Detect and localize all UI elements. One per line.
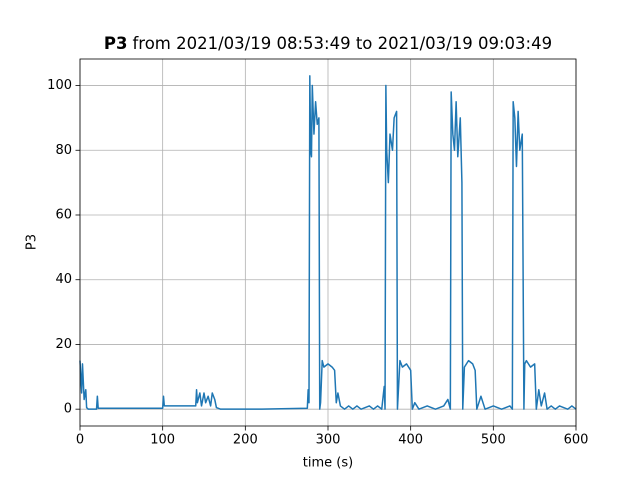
x-tick-label: 300 bbox=[316, 433, 341, 448]
x-tick-label: 200 bbox=[233, 433, 258, 448]
x-axis-label: time (s) bbox=[303, 456, 353, 471]
y-tick-label: 0 bbox=[64, 402, 72, 417]
y-tick-label: 20 bbox=[55, 337, 72, 352]
title-text: from 2021/03/19 08:53:49 to 2021/03/19 0… bbox=[132, 34, 552, 53]
x-tick-label: 100 bbox=[150, 433, 175, 448]
y-axis-label: P3 bbox=[25, 234, 40, 250]
y-tick-label: 80 bbox=[55, 143, 72, 158]
x-tick-label: 400 bbox=[398, 433, 423, 448]
y-tick-label: 60 bbox=[55, 207, 72, 222]
x-tick-label: 600 bbox=[564, 433, 589, 448]
y-tick-label: 100 bbox=[47, 78, 72, 93]
chart-title: P3 from 2021/03/19 08:53:49 to 2021/03/19… bbox=[104, 34, 552, 53]
x-tick-label: 0 bbox=[76, 433, 84, 448]
y-tick-label: 40 bbox=[55, 272, 72, 287]
data-line bbox=[79, 75, 577, 410]
title-prefix: P3 bbox=[104, 34, 128, 53]
x-tick-label: 500 bbox=[481, 433, 506, 448]
plot-frame bbox=[79, 58, 577, 427]
